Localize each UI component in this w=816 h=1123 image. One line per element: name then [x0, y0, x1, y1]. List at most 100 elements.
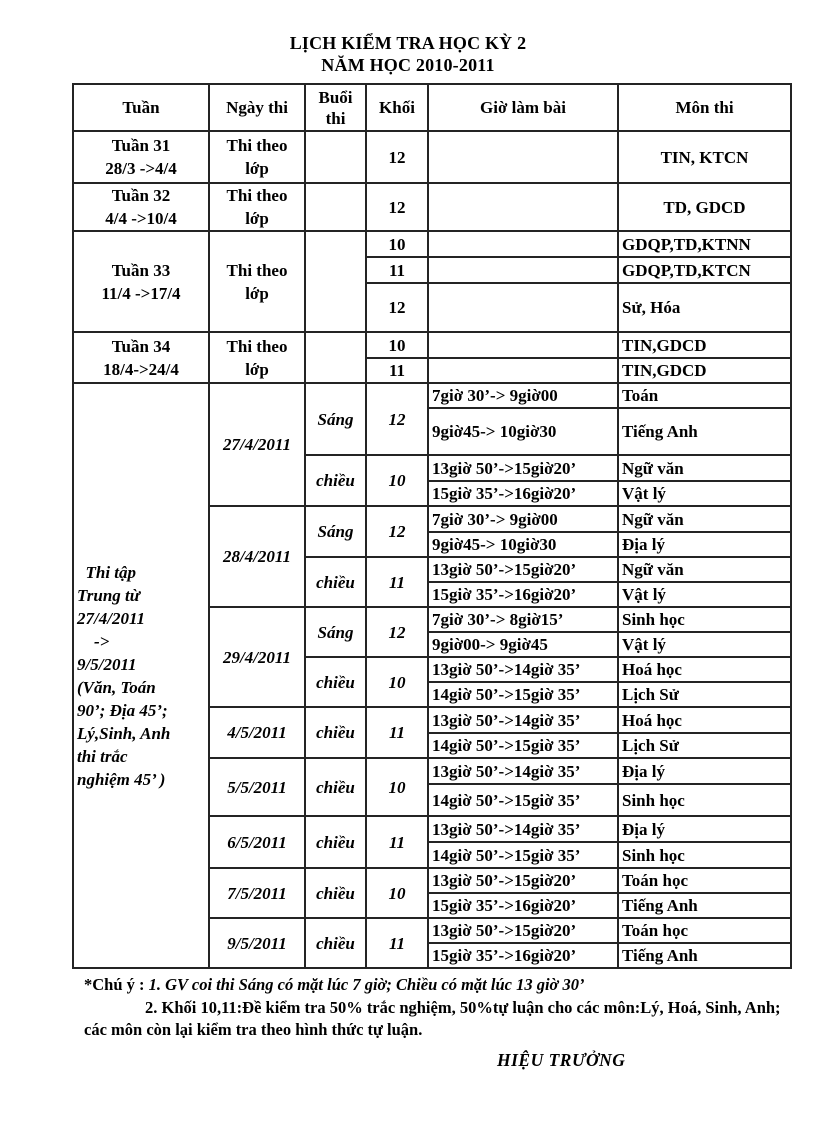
session-cell: chiều: [304, 757, 367, 817]
session-cell-empty: [304, 230, 367, 333]
table-row: 9giờ45-> 10giờ30 Địa lý: [73, 531, 792, 558]
table-row: 14giờ 50’->15giờ 35’ Sinh học: [73, 841, 792, 869]
exam-mode-cell: Thi theo lớp: [208, 230, 306, 333]
grade-cell: 11: [365, 917, 429, 969]
subject-cell: TIN, KTCN: [617, 130, 792, 184]
session-cell-empty: [304, 182, 367, 232]
subject-cell: Vật lý: [617, 581, 792, 608]
grade-cell: 11: [365, 256, 429, 284]
subject-cell: TD, GDCD: [617, 182, 792, 232]
subject-cell: Sinh học: [617, 783, 792, 817]
date-cell: 6/5/2011: [208, 815, 306, 869]
col-header-khoi: Khối: [365, 83, 429, 132]
note-line-1: *Chú ý : 1. GV coi thi Sáng có mặt lúc 7…: [84, 974, 784, 997]
week-cell: Tuần 32 4/4 ->10/4: [72, 182, 210, 232]
date-cell: 28/4/2011: [208, 505, 306, 608]
table-row: 28/4/2011 Sáng 12 7giờ 30’-> 9giờ00 Ngữ …: [73, 505, 792, 608]
table-row: 4/5/2011 chiều 11 13giờ 50’->14giờ 35’ H…: [73, 706, 792, 759]
session-cell: chiều: [304, 815, 367, 869]
subject-cell: Ngữ văn: [617, 556, 792, 583]
subject-cell: Ngữ văn: [617, 454, 792, 482]
session-cell: chiều: [304, 917, 367, 969]
subject-cell: Hoá học: [617, 656, 792, 683]
table-row: 11 TIN,GDCD: [73, 357, 792, 384]
table-row: 15giờ 35’->16giờ20’ Tiếng Anh: [73, 942, 792, 969]
time-cell-empty: [427, 182, 619, 232]
date-cell: 7/5/2011: [208, 867, 306, 919]
time-cell: 13giờ 50’->15giờ20’: [427, 917, 619, 944]
week-cell: Tuần 31 28/3 ->4/4: [72, 130, 210, 184]
time-cell-empty: [427, 256, 619, 284]
table-row: chiều 10 13giờ 50’->15giờ20’ Ngữ văn: [73, 454, 792, 507]
time-cell: 13giờ 50’->14giờ 35’: [427, 815, 619, 843]
time-cell: 13giờ 50’->14giờ 35’: [427, 656, 619, 683]
title-line-2: NĂM HỌC 2010-2011: [321, 55, 495, 75]
col-header-buoi-thi: Buổi thi: [304, 83, 367, 132]
table-row: 9giờ00-> 9giờ45 Vật lý: [73, 631, 792, 658]
time-cell-empty: [427, 230, 619, 258]
subject-cell: TIN,GDCD: [617, 331, 792, 359]
subject-cell: GDQP,TD,KTCN: [617, 256, 792, 284]
session-cell-empty: [304, 130, 367, 184]
exam-mode-cell: Thi theo lớp: [208, 331, 306, 384]
date-cell: 29/4/2011: [208, 606, 306, 708]
grade-cell: 10: [365, 331, 429, 359]
table-row: 5/5/2011 chiều 10 13giờ 50’->14giờ 35’ Đ…: [73, 757, 792, 817]
time-cell: 14giờ 50’->15giờ 35’: [427, 681, 619, 708]
exam-mode-cell: Thi theo lớp: [208, 130, 306, 184]
signature-title: HIỆU TRƯỞNG: [497, 1049, 626, 1070]
grade-cell: 12: [365, 182, 429, 232]
time-cell: 15giờ 35’->16giờ20’: [427, 480, 619, 507]
table-row: 29/4/2011 Sáng 12 7giờ 30’-> 8giờ15’ Sin…: [73, 606, 792, 708]
session-cell-empty: [304, 331, 367, 384]
table-row: 14giờ 50’->15giờ 35’ Sinh học: [73, 783, 792, 817]
note-line-3: các môn còn lại kiểm tra theo hình thức …: [84, 1020, 423, 1039]
table-row: chiều 10 13giờ 50’->14giờ 35’ Hoá học: [73, 656, 792, 708]
session-cell: chiều: [304, 454, 367, 507]
table-row: 6/5/2011 chiều 11 13giờ 50’->14giờ 35’ Đ…: [73, 815, 792, 869]
subject-cell: Hoá học: [617, 706, 792, 734]
exam-mode-cell: Thi theo lớp: [208, 182, 306, 232]
grade-cell: 12: [365, 382, 429, 456]
subject-cell: Sinh học: [617, 606, 792, 633]
session-cell: chiều: [304, 656, 367, 708]
table-row: 14giờ 50’->15giờ 35’ Lịch Sử: [73, 681, 792, 708]
session-cell: Sáng: [304, 382, 367, 456]
subject-cell: Địa lý: [617, 815, 792, 843]
header-row: Tuần Ngày thi Buổi thi Khối Giờ làm bài …: [72, 83, 792, 132]
time-cell: 13giờ 50’->14giờ 35’: [427, 706, 619, 734]
exam-schedule-table: Tuần Ngày thi Buổi thi Khối Giờ làm bài …: [72, 83, 792, 969]
table-row: Thi tập Trung từ 27/4/2011 -> 9/5/2011 (…: [72, 382, 792, 969]
time-cell: 7giờ 30’-> 8giờ15’: [427, 606, 619, 633]
grade-cell: 11: [365, 357, 429, 384]
subject-cell: GDQP,TD,KTNN: [617, 230, 792, 258]
time-cell: 7giờ 30’-> 9giờ00: [427, 382, 619, 409]
note-item-1: 1. GV coi thi Sáng có mặt lúc 7 giờ; Chi…: [148, 975, 585, 994]
subject-cell: Toán: [617, 382, 792, 409]
grade-cell: 12: [365, 130, 429, 184]
subject-cell: Lịch Sử: [617, 681, 792, 708]
subject-cell: Lịch Sử: [617, 732, 792, 759]
date-cell: 5/5/2011: [208, 757, 306, 817]
table-row: 14giờ 50’->15giờ 35’ Lịch Sử: [73, 732, 792, 759]
time-cell-empty: [427, 331, 619, 359]
col-header-gio-lam-bai: Giờ làm bài: [427, 83, 619, 132]
time-cell: 15giờ 35’->16giờ20’: [427, 942, 619, 969]
time-cell-empty: [427, 130, 619, 184]
time-cell: 9giờ00-> 9giờ45: [427, 631, 619, 658]
session-cell: Sáng: [304, 606, 367, 658]
grade-cell: 11: [365, 556, 429, 608]
time-cell: 13giờ 50’->15giờ20’: [427, 454, 619, 482]
table-row: 11 GDQP,TD,KTCN: [73, 256, 792, 284]
note-line-2: 2. Khối 10,11:Đề kiểm tra 50% trắc nghiệ…: [145, 997, 781, 1017]
time-cell: 13giờ 50’->15giờ20’: [427, 556, 619, 583]
session-cell: chiều: [304, 706, 367, 759]
subject-cell: Địa lý: [617, 531, 792, 558]
time-cell: 7giờ 30’-> 9giờ00: [427, 505, 619, 533]
document-title: LỊCH KIỂM TRA HỌC KỲ 2 NĂM HỌC 2010-2011: [0, 0, 816, 76]
subject-cell: Tiếng Anh: [617, 892, 792, 919]
time-cell: 13giờ 50’->15giờ20’: [427, 867, 619, 894]
session-cell: chiều: [304, 556, 367, 608]
session-cell: Sáng: [304, 505, 367, 558]
grade-cell: 11: [365, 815, 429, 869]
